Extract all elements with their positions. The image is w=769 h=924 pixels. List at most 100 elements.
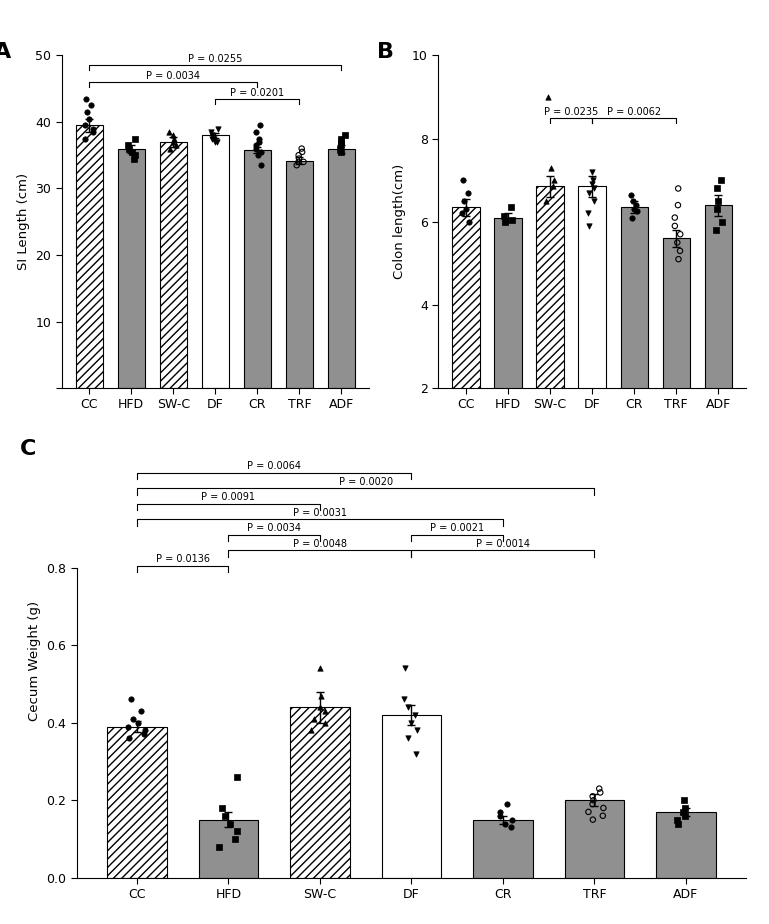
Point [627, 194, 639, 209]
Point [211, 135, 223, 150]
Point [593, 781, 605, 796]
Bar [621, 207, 647, 471]
Point [167, 135, 179, 150]
Point [249, 125, 261, 140]
Point [398, 661, 411, 675]
Point [254, 118, 266, 133]
Point [168, 128, 180, 142]
Point [127, 711, 139, 726]
Point [165, 141, 177, 156]
Point [218, 808, 231, 823]
Text: B: B [377, 43, 394, 62]
Point [79, 118, 92, 133]
Point [712, 194, 724, 209]
Point [295, 141, 308, 156]
Point [298, 154, 310, 169]
Bar [663, 238, 690, 471]
Bar [473, 820, 533, 878]
Text: P = 0.0021: P = 0.0021 [430, 523, 484, 533]
Point [456, 206, 468, 221]
Bar [381, 715, 441, 878]
Point [672, 251, 684, 266]
Point [205, 125, 218, 140]
Point [671, 812, 684, 827]
Text: P = 0.0034: P = 0.0034 [247, 523, 301, 533]
Point [410, 747, 422, 761]
Point [291, 158, 303, 173]
Bar [537, 187, 564, 471]
Point [672, 816, 684, 831]
Text: P = 0.0091: P = 0.0091 [201, 492, 255, 503]
Point [594, 785, 607, 800]
Point [128, 152, 140, 166]
Point [499, 214, 511, 229]
Bar [244, 150, 271, 388]
Point [335, 141, 347, 156]
Bar [290, 707, 350, 878]
Point [318, 715, 331, 730]
Point [586, 177, 598, 192]
Point [339, 128, 351, 142]
Point [229, 832, 241, 846]
Point [123, 141, 135, 156]
Point [710, 223, 722, 237]
Point [628, 202, 640, 217]
Point [335, 138, 348, 152]
Point [711, 181, 724, 196]
Point [216, 800, 228, 815]
Point [87, 121, 99, 136]
Text: P = 0.0048: P = 0.0048 [293, 539, 347, 549]
Bar [160, 142, 187, 388]
Point [206, 131, 218, 146]
Point [315, 661, 327, 675]
Bar [108, 726, 167, 878]
Bar [118, 149, 145, 388]
Point [597, 808, 609, 823]
Point [498, 208, 511, 223]
Point [669, 219, 681, 234]
Point [679, 808, 691, 823]
Point [404, 715, 417, 730]
Bar [198, 820, 258, 878]
Point [208, 131, 220, 146]
Point [335, 131, 347, 146]
Point [83, 111, 95, 126]
Point [206, 128, 218, 142]
Point [462, 185, 474, 201]
Text: P = 0.0235: P = 0.0235 [544, 107, 598, 116]
Point [250, 141, 262, 156]
Point [335, 135, 347, 150]
Point [122, 719, 135, 734]
Point [131, 715, 144, 730]
Point [715, 173, 727, 188]
Text: P = 0.0031: P = 0.0031 [293, 508, 347, 517]
Point [540, 194, 552, 209]
Point [672, 181, 684, 196]
Point [129, 131, 141, 146]
Point [293, 152, 305, 166]
Bar [286, 161, 313, 388]
Y-axis label: Cecum Weight (g): Cecum Weight (g) [28, 601, 41, 721]
Point [314, 699, 326, 714]
Point [79, 131, 92, 146]
Point [588, 181, 601, 196]
Point [80, 91, 92, 106]
Bar [578, 187, 606, 471]
Text: P = 0.0064: P = 0.0064 [247, 461, 301, 471]
Point [671, 235, 684, 249]
Point [587, 812, 599, 827]
Point [85, 98, 98, 113]
Text: P = 0.0255: P = 0.0255 [188, 55, 242, 65]
Point [587, 173, 599, 188]
Point [630, 198, 642, 213]
Point [250, 138, 262, 152]
Point [292, 154, 305, 169]
Bar [704, 205, 732, 471]
Point [674, 243, 686, 258]
Point [505, 200, 518, 214]
Point [679, 800, 691, 815]
Point [677, 805, 690, 820]
Point [308, 711, 320, 726]
Point [598, 800, 610, 815]
Point [255, 144, 268, 159]
